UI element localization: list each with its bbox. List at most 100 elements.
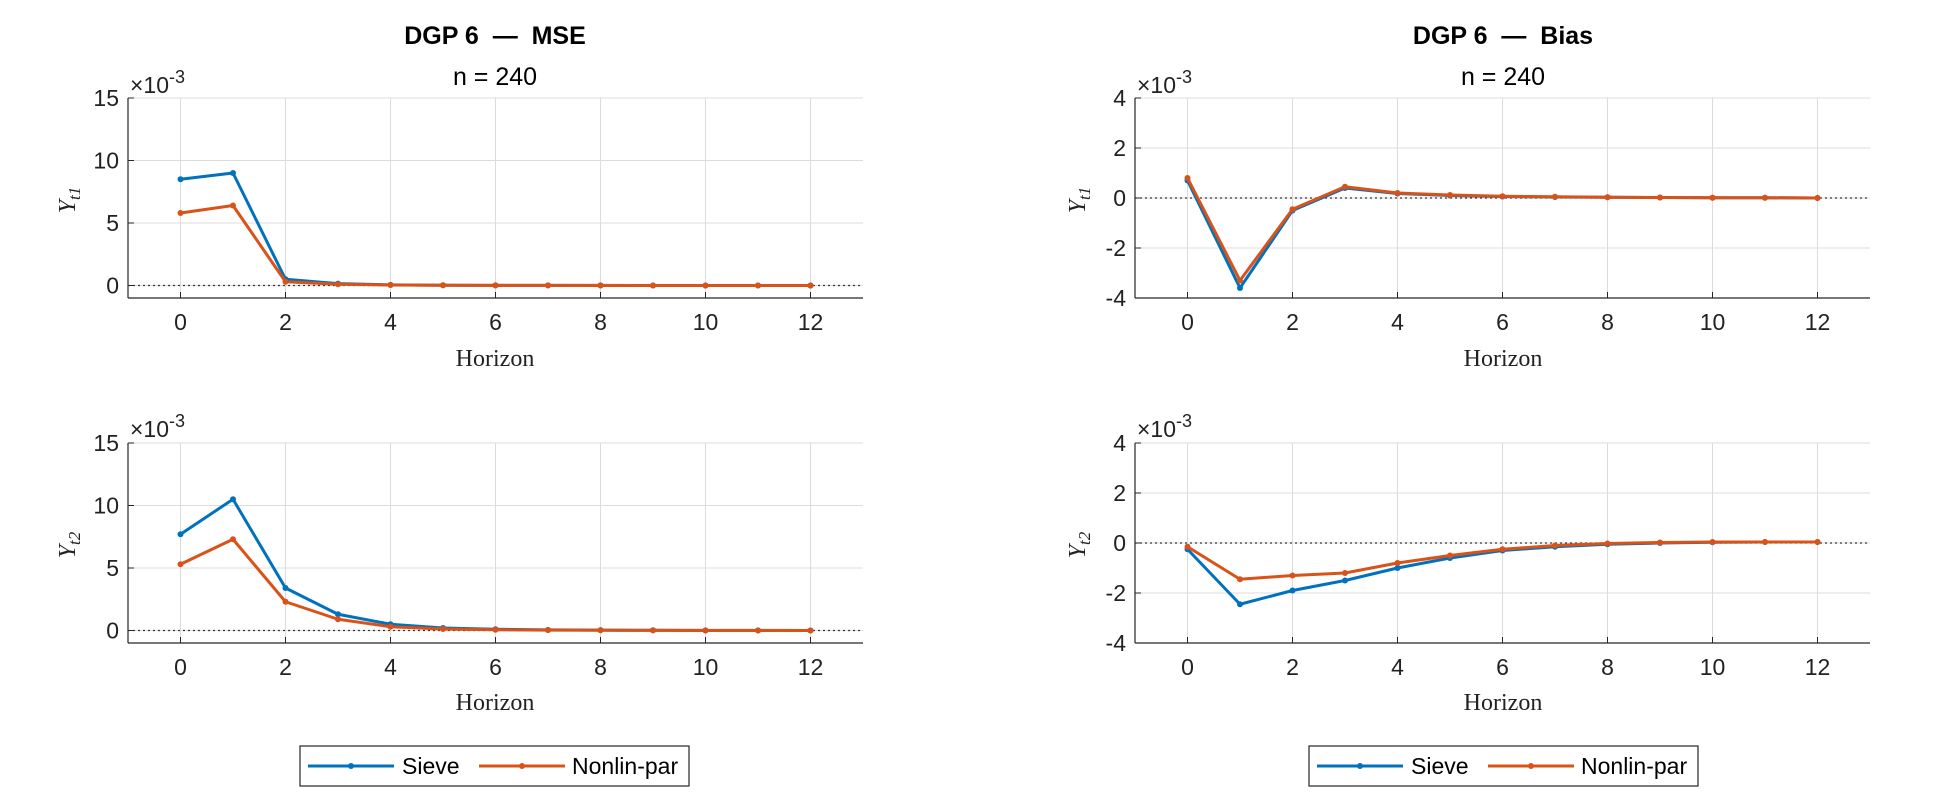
data-point-nonlin-par <box>702 282 709 289</box>
data-point-nonlin-par <box>1709 194 1716 201</box>
x-axis-label: Horizon <box>1464 346 1543 372</box>
x-tick-label: 0 <box>174 309 187 335</box>
exponent-label: ×10-3 <box>1137 67 1192 98</box>
data-point-nonlin-par <box>1289 572 1296 579</box>
y-tick-label: 10 <box>93 148 119 174</box>
plot-area: 0 2 4 6 8 10 12 -4 -2 0 2 4 <box>1106 85 1870 335</box>
data-point-nonlin-par <box>1184 543 1191 550</box>
x-tick-label: 2 <box>1286 309 1299 335</box>
x-tick-label: 8 <box>594 309 607 335</box>
data-point-nonlin-par <box>230 536 236 543</box>
y-tick-label: 4 <box>1113 85 1126 111</box>
legend-label-sieve: Sieve <box>402 753 460 779</box>
chart-subtitle: n = 240 <box>1461 63 1545 91</box>
data-point-nonlin-par <box>440 282 446 289</box>
legend-label-nonlin-par: Nonlin-par <box>1581 753 1687 779</box>
data-point-nonlin-par <box>807 627 814 634</box>
data-point-nonlin-par <box>1709 539 1716 545</box>
x-tick-label: 4 <box>1391 654 1404 680</box>
panel-bias-yt1: DGP 6 — Bias n = 240 0 2 4 6 8 10 12 -4 -2 0 2 4 ×1… <box>1065 22 1870 372</box>
data-point-nonlin-par <box>1499 546 1506 553</box>
x-tick-label: 6 <box>489 309 502 335</box>
data-point-nonlin-par <box>1814 195 1821 201</box>
data-point-nonlin-par <box>1447 552 1453 559</box>
data-point-nonlin-par <box>492 282 499 289</box>
data-point-nonlin-par <box>1814 539 1821 545</box>
legend-label-sieve: Sieve <box>1411 753 1469 779</box>
legend: Sieve Nonlin-par <box>1308 745 1699 787</box>
data-point-nonlin-par <box>1184 175 1191 181</box>
plot-area: 0 2 4 6 8 10 12 -4 -2 0 2 4 <box>1106 430 1870 680</box>
data-point-nonlin-par <box>1762 194 1768 201</box>
y-tick-label: 0 <box>1113 185 1126 211</box>
legend-marker-nonlin-par <box>1528 763 1534 769</box>
x-tick-label: 8 <box>1601 654 1614 680</box>
data-point-nonlin-par <box>807 282 814 289</box>
data-point-nonlin-par <box>282 278 289 285</box>
y-tick-label: -4 <box>1106 285 1127 311</box>
x-tick-label: 2 <box>279 654 292 680</box>
plot-area: 0 2 4 6 8 10 12 0 5 10 15 <box>93 430 863 680</box>
y-tick-label: 15 <box>93 430 119 456</box>
data-point-nonlin-par <box>650 282 656 289</box>
data-point-nonlin-par <box>545 282 551 289</box>
data-point-nonlin-par <box>1657 539 1663 546</box>
y-tick-label: 2 <box>1113 480 1126 506</box>
plot-area: 0 2 4 6 8 10 12 0 5 10 15 <box>93 85 863 335</box>
y-tick-label: 4 <box>1113 430 1126 456</box>
x-tick-label: 12 <box>1805 654 1831 680</box>
data-point-nonlin-par <box>492 626 499 633</box>
x-tick-label: 2 <box>279 309 292 335</box>
y-tick-label: 0 <box>106 618 119 644</box>
panel-mse-yt1: DGP 6 — MSE n = 240 0 2 4 6 8 10 12 0 5 10 15 ×10-… <box>55 22 863 372</box>
data-point-nonlin-par <box>1237 576 1243 583</box>
data-point-sieve <box>1237 601 1243 608</box>
data-point-sieve <box>282 585 289 591</box>
x-tick-label: 0 <box>1181 309 1194 335</box>
data-point-nonlin-par <box>177 561 184 568</box>
data-point-nonlin-par <box>702 627 709 634</box>
data-point-nonlin-par <box>230 202 236 209</box>
data-point-nonlin-par <box>440 626 446 632</box>
x-axis-label: Horizon <box>456 346 535 372</box>
y-axis-label: Yt2 <box>1065 531 1094 558</box>
data-point-nonlin-par <box>1552 193 1558 200</box>
x-tick-label: 4 <box>384 309 397 335</box>
data-point-nonlin-par <box>335 281 341 288</box>
legend: Sieve Nonlin-par <box>299 745 690 787</box>
data-point-nonlin-par <box>335 616 341 623</box>
x-tick-label: 10 <box>1700 309 1726 335</box>
data-point-nonlin-par <box>1447 192 1453 198</box>
data-point-nonlin-par <box>597 627 604 634</box>
data-point-nonlin-par <box>1342 570 1348 576</box>
data-point-sieve <box>335 611 341 618</box>
data-point-nonlin-par <box>1657 194 1663 201</box>
y-tick-label: 10 <box>93 493 119 519</box>
y-tick-label: 15 <box>93 85 119 111</box>
legend-marker-sieve <box>348 763 354 769</box>
y-tick-label: -4 <box>1106 630 1127 656</box>
data-point-sieve <box>1342 577 1348 584</box>
data-point-nonlin-par <box>1604 194 1611 201</box>
data-point-nonlin-par <box>1342 183 1348 190</box>
y-tick-label: 2 <box>1113 135 1126 161</box>
legend-marker-sieve <box>1357 763 1363 769</box>
x-tick-label: 12 <box>798 654 824 680</box>
data-point-sieve <box>1394 565 1401 571</box>
y-tick-label: -2 <box>1106 235 1126 261</box>
x-tick-label: 2 <box>1286 654 1299 680</box>
x-tick-label: 4 <box>384 654 397 680</box>
x-axis-label: Horizon <box>456 690 535 716</box>
data-point-sieve <box>1237 285 1243 291</box>
data-point-nonlin-par <box>755 282 761 289</box>
y-tick-label: -2 <box>1106 580 1126 606</box>
x-tick-label: 0 <box>174 654 187 680</box>
data-point-nonlin-par <box>1289 206 1296 213</box>
data-point-nonlin-par <box>1604 540 1611 547</box>
x-tick-label: 8 <box>1601 309 1614 335</box>
data-point-nonlin-par <box>387 623 394 630</box>
data-point-nonlin-par <box>1394 190 1401 196</box>
chart-title: DGP 6 — Bias <box>1413 22 1593 50</box>
data-point-nonlin-par <box>597 282 604 289</box>
